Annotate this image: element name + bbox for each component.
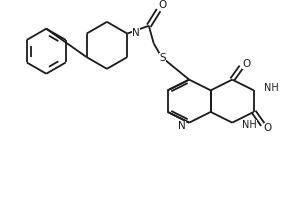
Text: N: N (178, 121, 186, 131)
Text: S: S (159, 53, 166, 63)
Text: O: O (242, 59, 250, 69)
Text: N: N (132, 28, 140, 38)
Text: NH: NH (242, 120, 257, 130)
Text: O: O (158, 0, 166, 10)
Text: NH: NH (263, 83, 278, 93)
Text: O: O (264, 123, 272, 133)
